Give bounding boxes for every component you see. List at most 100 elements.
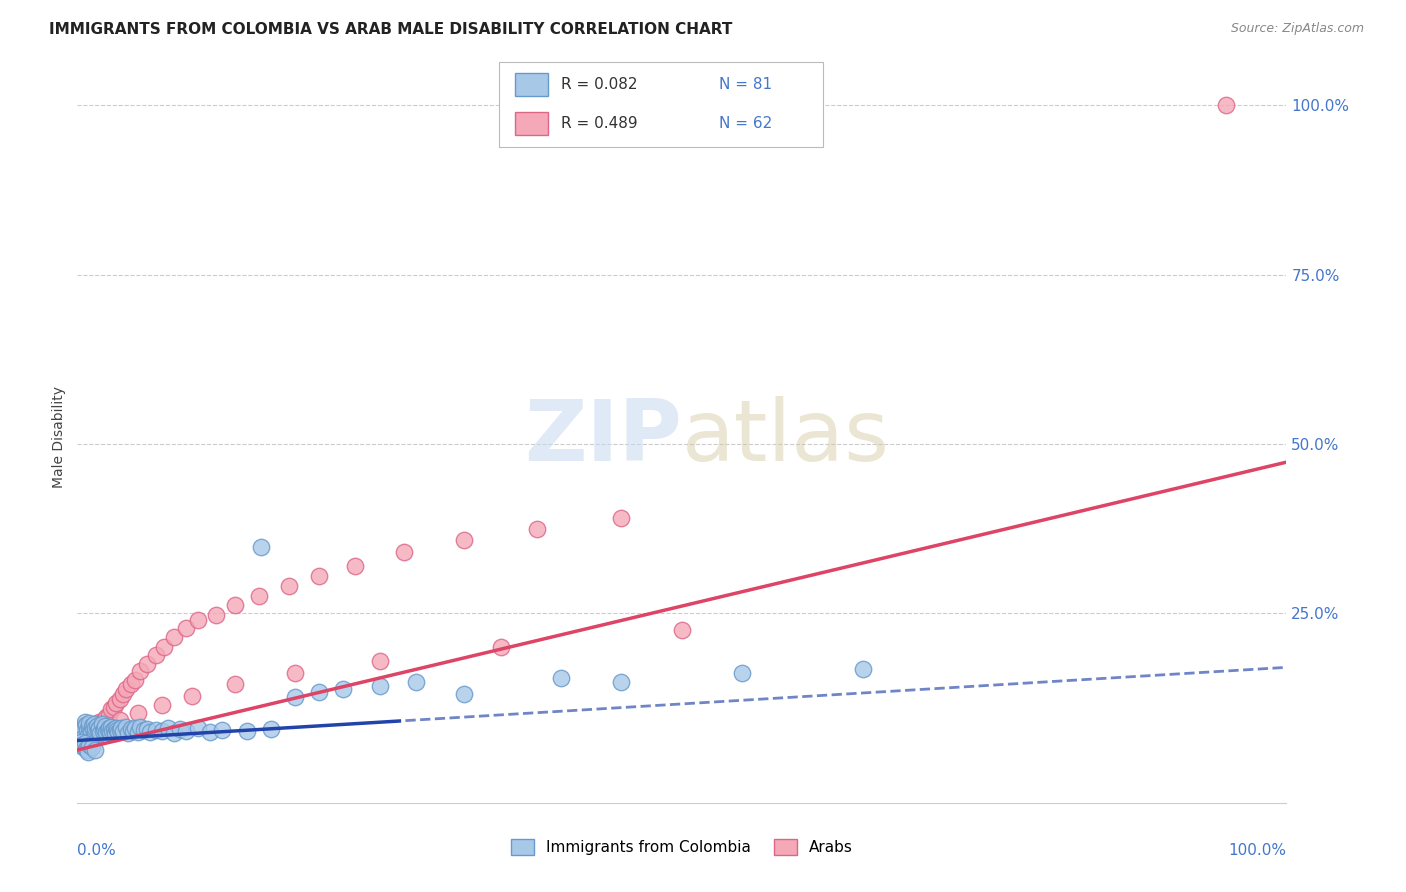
Point — [96, 720, 118, 734]
Point — [79, 715, 101, 730]
Point — [79, 724, 101, 739]
Point — [84, 725, 107, 739]
Point — [72, 731, 94, 746]
Point — [77, 745, 100, 759]
Point — [260, 722, 283, 736]
Point — [83, 719, 105, 733]
Text: 100.0%: 100.0% — [1229, 843, 1286, 858]
Point — [72, 721, 94, 735]
Point — [129, 664, 152, 678]
Point — [73, 714, 96, 729]
Point — [105, 723, 128, 738]
Point — [87, 723, 110, 738]
Point — [392, 545, 415, 559]
Point — [69, 727, 91, 741]
Point — [76, 736, 98, 750]
Text: N = 62: N = 62 — [718, 116, 772, 131]
Point — [103, 699, 125, 714]
Point — [671, 623, 693, 637]
Point — [107, 724, 129, 739]
Point — [453, 688, 475, 702]
Point — [72, 740, 94, 755]
Point — [112, 688, 135, 702]
Point — [205, 607, 228, 622]
Point — [284, 665, 307, 680]
Point — [132, 723, 155, 738]
Point — [174, 724, 197, 739]
Point — [89, 726, 111, 740]
Point — [84, 722, 107, 736]
Point — [453, 533, 475, 547]
Point — [70, 724, 93, 739]
Point — [69, 727, 91, 741]
Point — [70, 738, 93, 752]
Point — [72, 721, 94, 735]
Y-axis label: Male Disability: Male Disability — [52, 386, 66, 488]
Point — [368, 654, 391, 668]
Point — [70, 724, 93, 739]
Text: R = 0.489: R = 0.489 — [561, 116, 637, 131]
Point — [187, 721, 209, 735]
Point — [150, 724, 173, 739]
Point — [70, 735, 93, 749]
Point — [86, 719, 108, 733]
Point — [100, 702, 122, 716]
Point — [101, 724, 124, 739]
Point — [163, 630, 186, 644]
Point — [405, 675, 427, 690]
Point — [76, 722, 98, 736]
Point — [211, 723, 233, 737]
Point — [70, 730, 93, 744]
Point — [145, 723, 167, 737]
Point — [224, 598, 246, 612]
Point — [97, 721, 120, 735]
Point — [308, 569, 330, 583]
Point — [98, 724, 121, 739]
Point — [120, 677, 142, 691]
Point — [83, 717, 105, 731]
Point — [247, 589, 270, 603]
Point — [86, 717, 108, 731]
Point — [72, 731, 94, 746]
Point — [103, 722, 125, 736]
Legend: Immigrants from Colombia, Arabs: Immigrants from Colombia, Arabs — [505, 833, 859, 861]
Point — [163, 726, 186, 740]
Point — [139, 725, 162, 739]
Point — [122, 724, 145, 739]
Text: 0.0%: 0.0% — [77, 843, 117, 858]
Point — [87, 727, 110, 741]
Point — [80, 718, 103, 732]
Point — [127, 706, 149, 721]
Point — [150, 698, 173, 712]
Point — [70, 730, 93, 744]
Point — [80, 728, 103, 742]
Point — [104, 726, 127, 740]
Point — [87, 724, 110, 739]
Point — [75, 718, 97, 732]
Point — [73, 736, 96, 750]
Point — [94, 719, 117, 733]
Point — [90, 716, 112, 731]
Text: IMMIGRANTS FROM COLOMBIA VS ARAB MALE DISABILITY CORRELATION CHART: IMMIGRANTS FROM COLOMBIA VS ARAB MALE DI… — [49, 22, 733, 37]
Point — [112, 724, 135, 739]
Point — [145, 648, 167, 662]
Point — [84, 743, 107, 757]
Point — [127, 724, 149, 739]
Point — [200, 724, 222, 739]
Point — [852, 662, 875, 676]
Point — [82, 722, 104, 736]
Point — [181, 689, 204, 703]
Point — [124, 721, 146, 735]
Point — [526, 521, 548, 535]
Point — [108, 691, 131, 706]
Point — [80, 740, 103, 755]
Point — [610, 511, 633, 525]
Point — [70, 735, 93, 749]
Point — [120, 722, 142, 736]
Bar — [515, 72, 547, 96]
Point — [108, 713, 131, 727]
Point — [91, 724, 114, 739]
Point — [96, 725, 118, 739]
Point — [368, 679, 391, 693]
Point — [73, 718, 96, 732]
